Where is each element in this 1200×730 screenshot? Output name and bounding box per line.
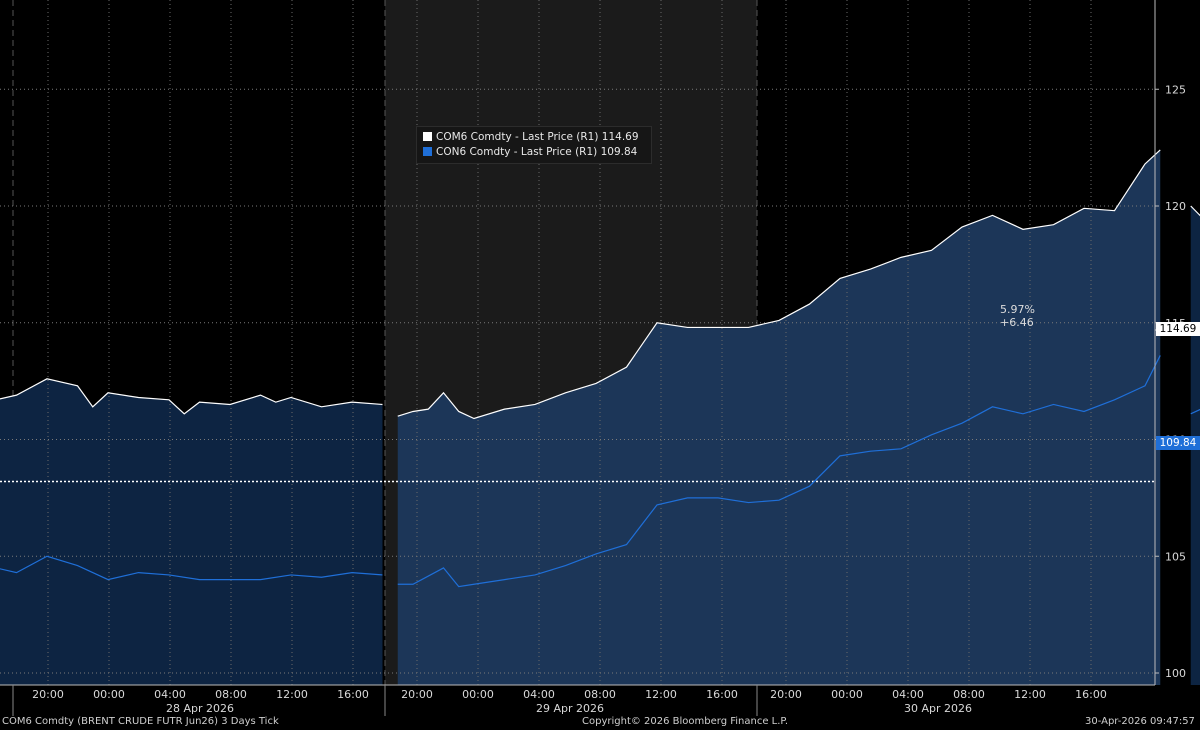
x-tick-label: 00:00: [93, 688, 125, 701]
x-tick-label: 08:00: [215, 688, 247, 701]
legend-item-com6: COM6 Comdty - Last Price (R1) 114.69: [423, 131, 639, 143]
x-tick-label: 20:00: [32, 688, 64, 701]
legend-label-con6: CON6 Comdty - Last Price (R1): [436, 146, 598, 158]
legend-value-con6: 109.84: [600, 146, 638, 158]
date-label: 28 Apr 2026: [166, 702, 234, 715]
x-tick-label: 20:00: [401, 688, 433, 701]
area-fill: [397, 149, 1161, 685]
x-tick-label: 20:00: [770, 688, 802, 701]
series-line-com6: [0, 378, 383, 415]
change-absolute: +6.46: [1000, 316, 1034, 329]
date-label: 30 Apr 2026: [904, 702, 972, 715]
x-tick-label: 04:00: [523, 688, 555, 701]
series-line-con6: [397, 355, 1161, 588]
x-tick-label: 12:00: [276, 688, 308, 701]
y-tick-label: 105: [1165, 550, 1186, 563]
last-price-marker-con6: 109.84: [1156, 436, 1200, 450]
legend-label-com6: COM6 Comdty - Last Price (R1): [436, 131, 599, 143]
x-tick-label: 04:00: [892, 688, 924, 701]
footer-ticker: COM6 Comdty (BRENT CRUDE FUTR Jun26) 3 D…: [2, 716, 279, 727]
legend-swatch-white: [423, 132, 432, 141]
x-tick-label: 16:00: [1075, 688, 1107, 701]
series-line-con6: [0, 555, 383, 581]
x-tick-label: 16:00: [337, 688, 369, 701]
footer-timestamp: 30-Apr-2026 09:47:57: [1085, 716, 1195, 727]
last-price-marker-com6: 114.69: [1156, 322, 1200, 336]
footer-copyright: Copyright© 2026 Bloomberg Finance L.P.: [582, 716, 789, 727]
x-tick-label: 00:00: [462, 688, 494, 701]
legend-value-com6: 114.69: [601, 131, 639, 143]
y-tick-label: 120: [1165, 200, 1186, 213]
y-tick-label: 125: [1165, 83, 1186, 96]
chart-footer: COM6 Comdty (BRENT CRUDE FUTR Jun26) 3 D…: [0, 716, 1200, 730]
y-tick-label: 100: [1165, 667, 1186, 680]
x-tick-label: 08:00: [953, 688, 985, 701]
x-tick-label: 08:00: [584, 688, 616, 701]
x-tick-label: 04:00: [154, 688, 186, 701]
series-line-com6: [397, 149, 1161, 420]
legend-swatch-blue: [423, 147, 432, 156]
chart-legend: COM6 Comdty - Last Price (R1) 114.69 CON…: [416, 126, 652, 164]
x-tick-label: 16:00: [706, 688, 738, 701]
area-fill: [1190, 206, 1200, 685]
legend-item-con6: CON6 Comdty - Last Price (R1) 109.84: [423, 146, 637, 158]
date-label: 29 Apr 2026: [536, 702, 604, 715]
x-tick-label: 00:00: [831, 688, 863, 701]
change-percent: 5.97%: [1000, 303, 1035, 316]
x-tick-label: 12:00: [645, 688, 677, 701]
area-fill: [0, 378, 383, 685]
x-tick-label: 12:00: [1014, 688, 1046, 701]
